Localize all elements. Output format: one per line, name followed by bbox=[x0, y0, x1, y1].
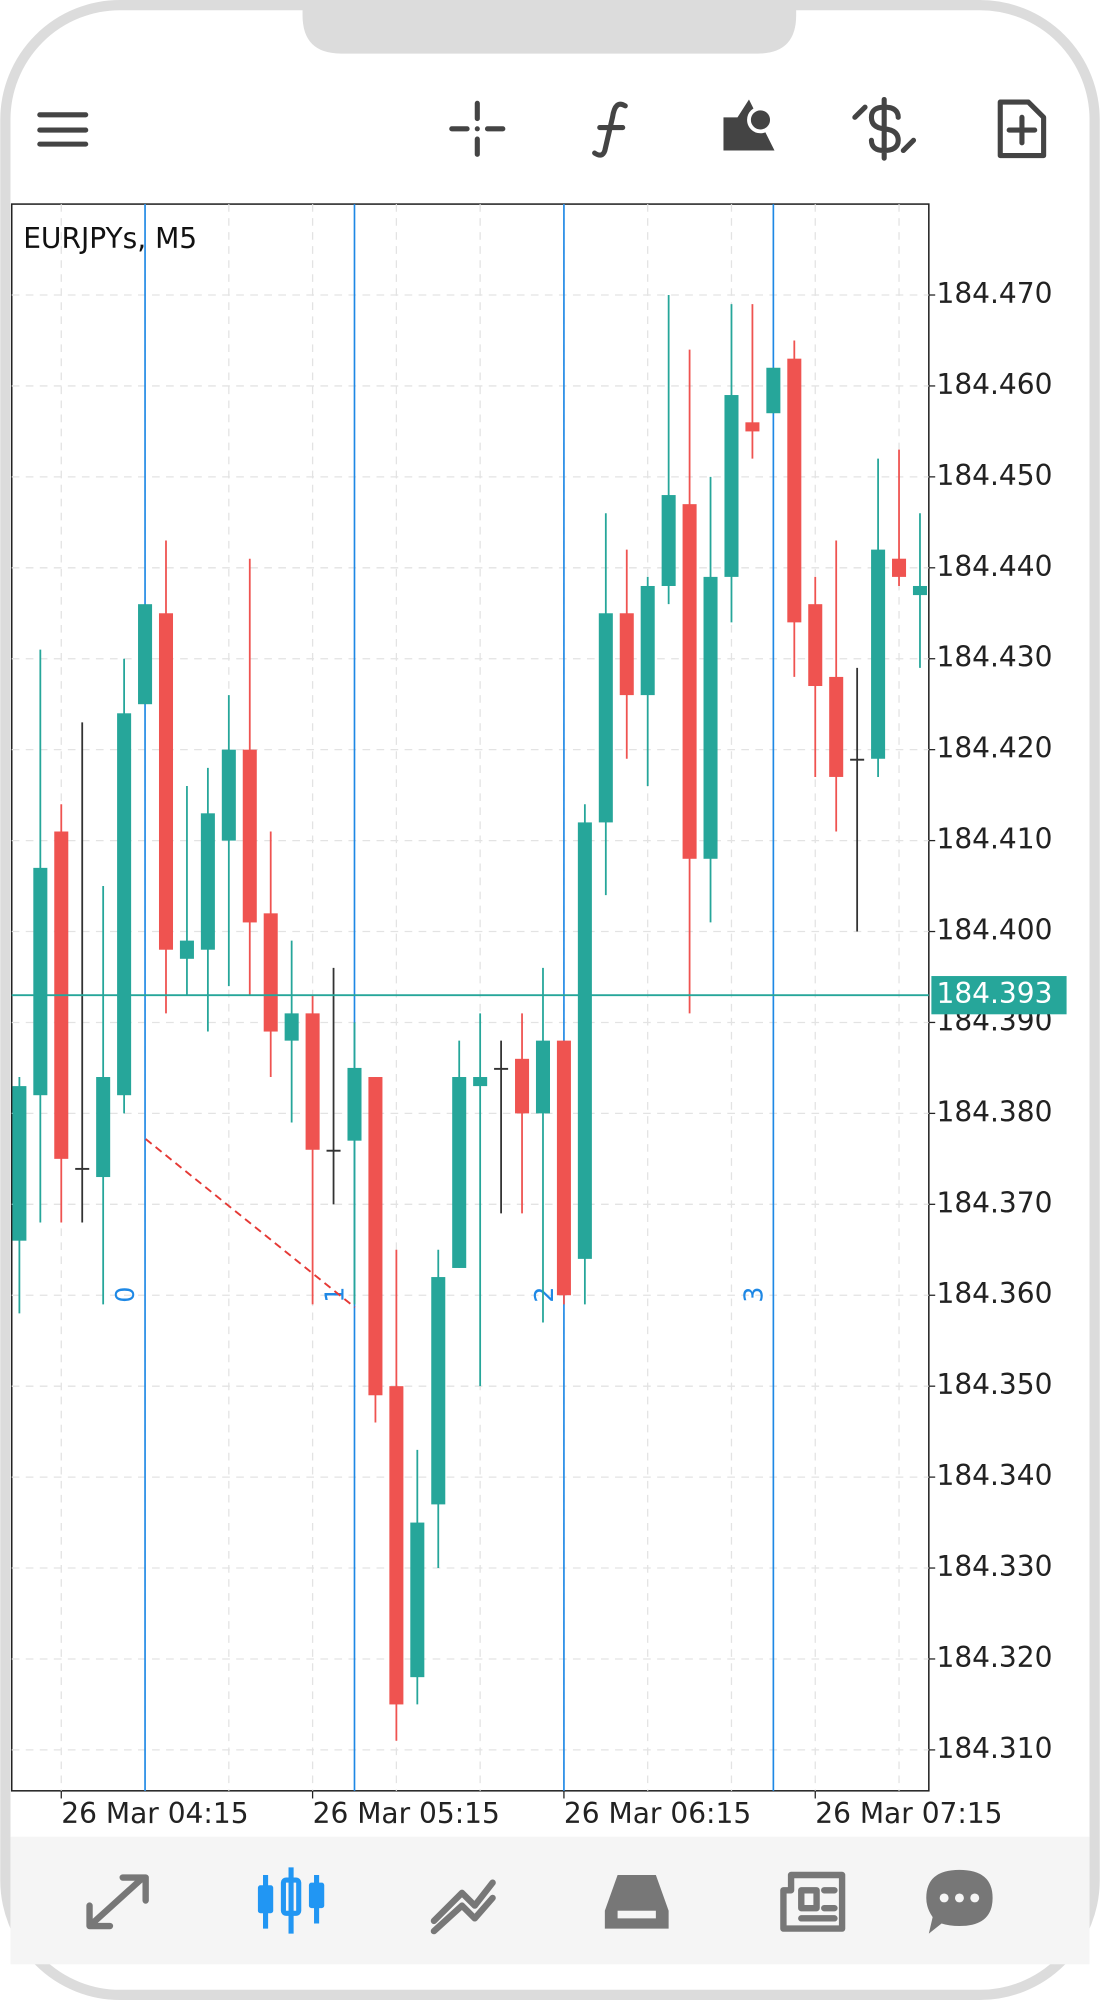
time-zones: 0 1 2 3 bbox=[111, 204, 775, 1791]
y-tick-label: 184.370 bbox=[936, 1186, 1052, 1219]
crosshair-button[interactable] bbox=[449, 100, 506, 157]
objects-button[interactable] bbox=[723, 99, 775, 151]
y-tick-label: 184.420 bbox=[936, 732, 1052, 765]
candle-body bbox=[640, 585, 655, 696]
candle-body bbox=[347, 1067, 362, 1141]
time-zone-label: 2 bbox=[530, 1287, 560, 1303]
notch bbox=[302, 0, 797, 54]
candle-body bbox=[787, 358, 802, 623]
candle-body bbox=[577, 822, 592, 1259]
news-tab[interactable] bbox=[780, 1871, 846, 1932]
candle-body bbox=[200, 813, 215, 950]
candle-body bbox=[305, 1013, 320, 1150]
trade-tab[interactable] bbox=[430, 1879, 496, 1935]
x-tick-label: 26 Mar 07:15 bbox=[815, 1797, 1002, 1830]
axes: 184.310 184.320 184.330 184.340 184.350 184.3… bbox=[11, 277, 1067, 1830]
y-tick-label: 184.410 bbox=[936, 823, 1052, 856]
candle-body bbox=[850, 758, 865, 761]
candle-body bbox=[871, 549, 886, 759]
x-tick-label: 26 Mar 04:15 bbox=[61, 1797, 248, 1830]
candle-body bbox=[33, 867, 48, 1096]
candle-body bbox=[473, 1077, 488, 1087]
candle-body bbox=[892, 558, 907, 577]
candle-body bbox=[682, 504, 697, 859]
candle-body bbox=[912, 585, 927, 596]
chart-title: EURJPYs, M5 bbox=[23, 222, 197, 255]
candle-body bbox=[179, 940, 194, 959]
time-zone-label: 1 bbox=[321, 1287, 351, 1303]
indicators-button[interactable] bbox=[592, 101, 628, 158]
current-price-label: 184.393 bbox=[936, 977, 1052, 1010]
candle-body bbox=[96, 1077, 111, 1178]
y-tick-label: 184.360 bbox=[936, 1277, 1052, 1310]
y-tick-label: 184.450 bbox=[936, 459, 1052, 492]
candle-body bbox=[389, 1386, 404, 1705]
candle-body bbox=[284, 1013, 299, 1041]
bottom-nav bbox=[10, 1836, 1090, 1965]
candle-body bbox=[703, 576, 718, 859]
candles bbox=[12, 295, 927, 1741]
candle-body bbox=[117, 713, 132, 1096]
candle-body bbox=[12, 1086, 27, 1241]
y-tick-label: 184.460 bbox=[936, 368, 1052, 401]
y-tick-label: 184.320 bbox=[936, 1641, 1052, 1674]
candle-body bbox=[494, 1067, 509, 1070]
time-zone-label: 3 bbox=[740, 1287, 770, 1303]
candle-body bbox=[410, 1522, 425, 1678]
history-tab[interactable] bbox=[604, 1875, 669, 1929]
candle-body bbox=[221, 749, 236, 841]
y-tick-label: 184.400 bbox=[936, 914, 1052, 947]
candle-body bbox=[242, 749, 257, 923]
candle-body bbox=[745, 422, 760, 432]
toolbar bbox=[37, 96, 1047, 161]
candle-body bbox=[515, 1058, 530, 1114]
current-price-box bbox=[931, 976, 1067, 1015]
x-tick-label: 26 Mar 05:15 bbox=[313, 1797, 500, 1830]
candle-body bbox=[368, 1077, 383, 1396]
candle-body bbox=[766, 367, 781, 414]
candle-body bbox=[75, 1167, 90, 1170]
y-tick-label: 184.470 bbox=[936, 277, 1052, 310]
fib-trend-line bbox=[145, 1138, 356, 1309]
candle-body bbox=[326, 1149, 341, 1152]
x-tick-label: 26 Mar 06:15 bbox=[564, 1797, 751, 1830]
candle-body bbox=[829, 676, 844, 777]
time-zone-label: 0 bbox=[111, 1287, 141, 1303]
candle-body bbox=[556, 1040, 571, 1296]
y-tick-label: 184.350 bbox=[936, 1368, 1052, 1401]
y-tick-label: 184.330 bbox=[936, 1550, 1052, 1583]
quotes-tab[interactable] bbox=[86, 1874, 149, 1930]
candle-body bbox=[661, 495, 676, 586]
candle-body bbox=[138, 604, 153, 705]
candle-body bbox=[598, 613, 613, 823]
y-tick-label: 184.340 bbox=[936, 1459, 1052, 1492]
y-tick-label: 184.440 bbox=[936, 550, 1052, 583]
plot-area bbox=[10, 203, 930, 1792]
candle-body bbox=[263, 913, 278, 1032]
y-tick-label: 184.380 bbox=[936, 1095, 1052, 1128]
candle-body bbox=[808, 604, 823, 687]
candle-body bbox=[158, 613, 174, 950]
menu-button[interactable] bbox=[37, 112, 89, 147]
candle-body bbox=[452, 1077, 467, 1268]
y-tick-label: 184.310 bbox=[936, 1732, 1052, 1765]
new-chart-button[interactable] bbox=[997, 99, 1047, 159]
candle-body bbox=[724, 395, 739, 577]
chart-tab[interactable] bbox=[257, 1867, 325, 1934]
trade-button[interactable] bbox=[852, 96, 917, 161]
candle-body bbox=[535, 1040, 550, 1114]
chat-tab[interactable] bbox=[926, 1869, 993, 1934]
candle-body bbox=[619, 613, 634, 696]
candle-body bbox=[431, 1277, 446, 1505]
y-tick-label: 184.430 bbox=[936, 641, 1052, 674]
